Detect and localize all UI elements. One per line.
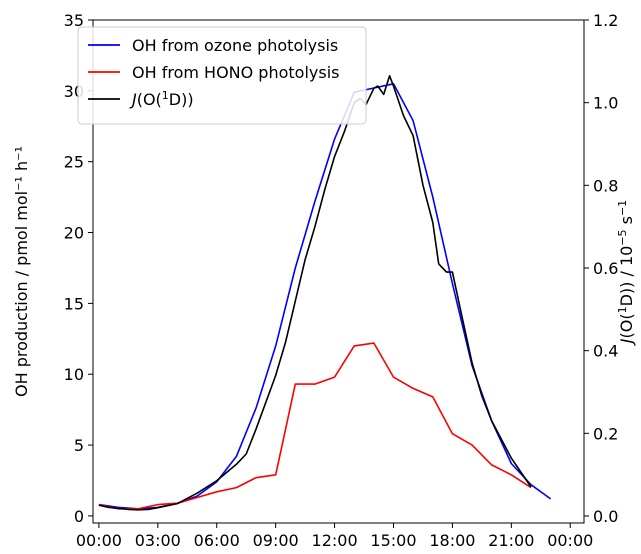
y-right-label-part: s bbox=[617, 216, 636, 229]
x-tick-label: 21:00 bbox=[488, 531, 534, 550]
y-right-tick-label: 0.4 bbox=[593, 342, 618, 361]
y-right-label-part: J bbox=[617, 338, 636, 346]
x-tick-label: 15:00 bbox=[370, 531, 416, 550]
x-tick-label: 12:00 bbox=[312, 531, 358, 550]
series-line-2 bbox=[98, 75, 532, 511]
y-left-tick-label: 25 bbox=[64, 153, 84, 172]
y-left-tick-label: 20 bbox=[64, 224, 84, 243]
y-right-tick-label: 0.0 bbox=[593, 507, 618, 526]
x-tick-label: 03:00 bbox=[135, 531, 181, 550]
y-right-axis-label: J(O(1D)) / 10−5 s−1 bbox=[616, 200, 637, 346]
x-tick-label: 18:00 bbox=[429, 531, 475, 550]
legend-label: OH from HONO photolysis bbox=[132, 63, 339, 82]
plot-area bbox=[92, 19, 585, 524]
y-right-tick-label: 0.8 bbox=[593, 176, 618, 195]
y-right-label-part: (O( bbox=[617, 313, 636, 338]
y-left-tick-label: 0 bbox=[74, 507, 84, 526]
y-right-label-part: D)) / 10 bbox=[617, 246, 636, 307]
y-right-label-part: −5 bbox=[616, 229, 629, 245]
y-right-tick-label: 0.6 bbox=[593, 259, 618, 278]
legend-box bbox=[77, 26, 367, 125]
y-right-tick-label: 1.0 bbox=[593, 94, 618, 113]
y-left-tick-label: 15 bbox=[64, 294, 84, 313]
series-line-0 bbox=[98, 83, 552, 510]
y-right-label-part: −1 bbox=[616, 200, 629, 216]
x-tick-label: 00:00 bbox=[76, 531, 122, 550]
y-left-tick-label: 35 bbox=[64, 11, 84, 30]
legend-label: OH from ozone photolysis bbox=[132, 36, 338, 55]
x-tick-label: 00:00 bbox=[547, 531, 593, 550]
y-left-tick-label: 10 bbox=[64, 365, 84, 384]
legend-label: J(O(1D)) bbox=[129, 89, 194, 110]
x-tick-label: 06:00 bbox=[194, 531, 240, 550]
y-right-tick-label: 1.2 bbox=[593, 11, 618, 30]
x-tick-label: 09:00 bbox=[253, 531, 299, 550]
y-left-tick-label: 5 bbox=[74, 436, 84, 455]
y-left-axis-label: OH production / pmol mol⁻¹ h⁻¹ bbox=[12, 146, 31, 397]
series-line-1 bbox=[98, 342, 532, 510]
y-right-label-part: 1 bbox=[616, 306, 629, 313]
y-right-tick-label: 0.2 bbox=[593, 424, 618, 443]
